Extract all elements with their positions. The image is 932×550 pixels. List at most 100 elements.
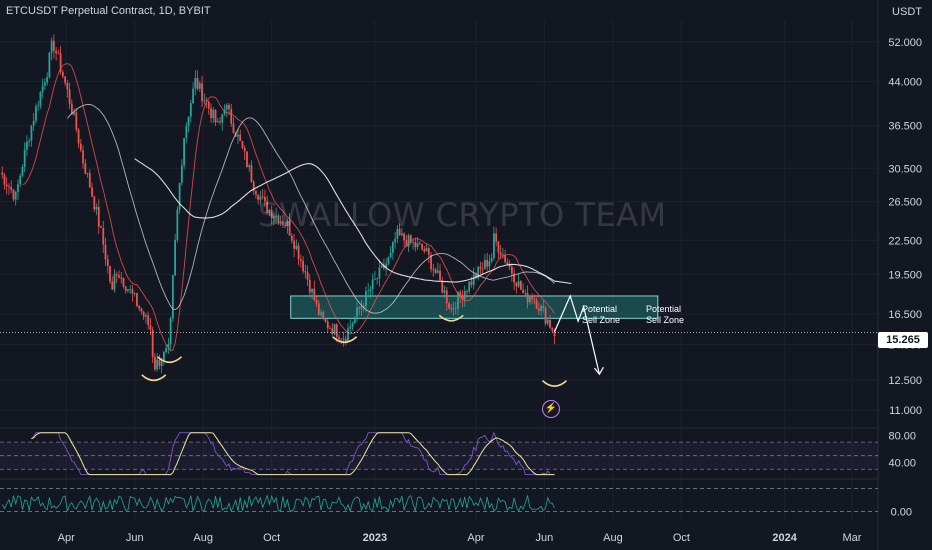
projection-path — [553, 294, 600, 375]
candle-body — [425, 248, 428, 252]
candle-body — [443, 290, 446, 293]
candle-body — [84, 163, 87, 174]
candle-body — [266, 201, 269, 214]
candle-body — [180, 165, 183, 183]
ma-mid-line — [67, 104, 555, 314]
candle-body — [169, 318, 172, 345]
candle-body — [106, 259, 109, 267]
candle-body — [210, 108, 212, 118]
candle-body — [268, 209, 271, 214]
candle-body — [160, 361, 163, 366]
ma-slow-line — [134, 158, 572, 285]
candle-body — [533, 299, 536, 301]
candle-body — [26, 141, 28, 150]
candle-body — [356, 307, 358, 317]
candle-body — [499, 252, 502, 256]
candle-body — [495, 233, 498, 242]
candle-body — [21, 166, 24, 176]
candle-body — [102, 227, 105, 245]
candle-body — [488, 261, 491, 267]
candle-body — [546, 320, 549, 324]
candle-body — [48, 52, 51, 78]
candle-body — [171, 275, 174, 319]
candle-body — [331, 328, 334, 335]
candle-body — [59, 53, 62, 72]
candle-body — [398, 228, 401, 236]
candle-body — [324, 318, 327, 322]
candle-body — [86, 173, 89, 174]
candle-body — [409, 235, 412, 243]
candle-body — [522, 289, 524, 294]
candle-body — [136, 293, 138, 307]
candle-body — [513, 273, 516, 283]
candlesticks — [1, 34, 556, 374]
candle-body — [61, 71, 64, 77]
x-tick-label: Jun — [126, 532, 144, 544]
candle-body — [228, 105, 230, 110]
candle-body — [214, 109, 217, 123]
candle-body — [461, 295, 464, 300]
candle-body — [484, 259, 486, 269]
candle-body — [317, 303, 320, 315]
candle-body — [37, 105, 40, 107]
candle-body — [466, 291, 468, 292]
sell-zone-label-2: Potential Sell Zone — [646, 304, 685, 325]
candle-body — [70, 103, 73, 115]
candle-body — [322, 312, 325, 319]
candle-body — [351, 323, 354, 327]
candle-body — [151, 329, 154, 357]
candle-body — [52, 40, 55, 51]
candle-body — [396, 228, 399, 239]
candle-body — [250, 165, 253, 182]
candle-body — [196, 78, 199, 89]
projection-arrowhead — [593, 366, 604, 376]
candle-body — [302, 260, 304, 272]
candle-body — [82, 150, 84, 164]
candle-body — [93, 196, 96, 210]
candle-body — [542, 306, 545, 309]
candle-body — [434, 269, 437, 273]
candle-body — [333, 324, 336, 335]
candle-body — [490, 257, 493, 262]
candle-body — [10, 186, 13, 190]
candle-body — [275, 215, 278, 217]
candle-body — [344, 338, 347, 342]
current-price-tag: 15.265 — [878, 332, 928, 348]
candle-body — [162, 351, 165, 362]
candle-body — [73, 112, 75, 115]
candle-body — [475, 274, 477, 279]
lightning-icon[interactable]: ⚡ — [542, 400, 560, 418]
candle-body — [421, 244, 423, 250]
candle-body — [270, 209, 273, 219]
candle-body — [154, 356, 156, 370]
candle-body — [243, 147, 246, 152]
candle-body — [50, 40, 53, 53]
candle-body — [3, 174, 6, 185]
x-tick-label: 2023 — [363, 532, 387, 544]
candle-body — [365, 291, 367, 307]
candle-body — [297, 245, 300, 260]
osc-tick-label: 0.00 — [891, 506, 912, 518]
candle-body — [64, 76, 67, 83]
candle-body — [441, 280, 444, 293]
candle-body — [100, 226, 102, 228]
y-tick-label: 30.500 — [888, 163, 922, 175]
x-tick-label: Jun — [536, 532, 554, 544]
candle-body — [113, 274, 116, 290]
candle-body — [551, 327, 554, 331]
candle-body — [23, 149, 26, 167]
candle-body — [17, 184, 19, 192]
y-tick-label: 22.500 — [888, 235, 922, 247]
candle-body — [430, 254, 432, 270]
candle-body — [306, 272, 309, 280]
low-marker-arc — [541, 380, 568, 387]
candle-body — [167, 344, 170, 349]
candle-body — [313, 288, 316, 301]
candle-body — [187, 116, 190, 126]
candle-body — [133, 293, 136, 294]
candle-body — [439, 270, 441, 281]
candle-body — [219, 121, 221, 123]
candle-body — [194, 78, 197, 89]
candle-body — [510, 266, 513, 274]
